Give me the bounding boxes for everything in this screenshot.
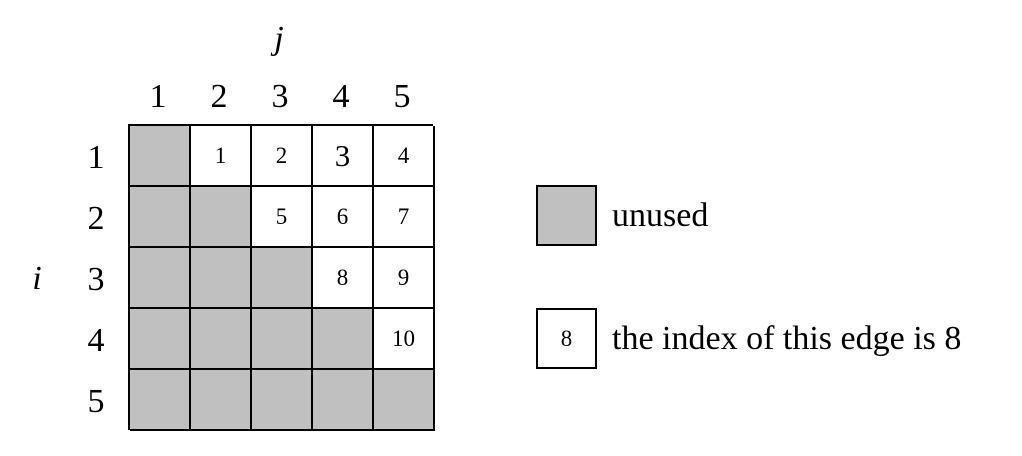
matrix-cell-unused (191, 370, 252, 431)
legend-unused-swatch (536, 185, 597, 246)
matrix-cell-index: 5 (252, 187, 313, 248)
matrix-cell-unused (313, 370, 374, 431)
legend-index-swatch: 8 (536, 308, 597, 369)
matrix-cell-unused (130, 126, 191, 187)
edge-index-matrix: 1 2 3 4 5 6 7 8 9 10 (128, 124, 435, 431)
matrix-cell-index: 8 (313, 248, 374, 309)
matrix-cell-index: 6 (313, 187, 374, 248)
matrix-cell-index: 1 (191, 126, 252, 187)
matrix-cell-unused (130, 309, 191, 370)
row-header-1: 1 (87, 139, 105, 176)
row-header-2: 2 (87, 200, 105, 237)
matrix-cell-unused (252, 370, 313, 431)
matrix-cell-index: 4 (374, 126, 435, 187)
row-header-5: 5 (87, 383, 105, 420)
matrix-cell-unused (313, 309, 374, 370)
column-header-2: 2 (210, 78, 228, 115)
row-header-4: 4 (87, 322, 105, 359)
matrix-cell-index: 2 (252, 126, 313, 187)
row-header-3: 3 (87, 261, 105, 298)
matrix-cell-index: 3 (313, 126, 374, 187)
matrix-cell-index: 9 (374, 248, 435, 309)
matrix-cell-index: 10 (374, 309, 435, 370)
matrix-cell-unused (191, 309, 252, 370)
legend-unused-label: unused (612, 197, 709, 234)
legend-index-label: the index of this edge is 8 (612, 320, 962, 357)
matrix-cell-unused (130, 187, 191, 248)
matrix-cell-index: 7 (374, 187, 435, 248)
column-header-3: 3 (271, 78, 289, 115)
row-axis-label: i (32, 260, 42, 297)
matrix-cell-unused (130, 370, 191, 431)
matrix-cell-unused (191, 248, 252, 309)
column-header-4: 4 (332, 78, 350, 115)
matrix-cell-unused (252, 309, 313, 370)
matrix-cell-unused (130, 248, 191, 309)
column-header-5: 5 (393, 78, 411, 115)
matrix-cell-unused (374, 370, 435, 431)
matrix-cell-unused (252, 248, 313, 309)
column-header-1: 1 (149, 78, 167, 115)
matrix-cell-unused (191, 187, 252, 248)
column-axis-label: j (274, 20, 284, 57)
